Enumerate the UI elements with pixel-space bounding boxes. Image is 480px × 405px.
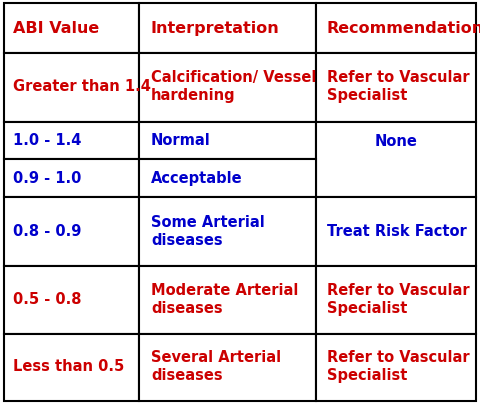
Bar	[139, 53, 315, 122]
Bar	[139, 4, 315, 53]
Bar	[4, 267, 139, 334]
Text: ABI Value: ABI Value	[13, 21, 100, 36]
Text: 0.5 - 0.8: 0.5 - 0.8	[13, 292, 82, 307]
Bar	[4, 334, 139, 401]
Bar	[315, 267, 476, 334]
Text: 0.8 - 0.9: 0.8 - 0.9	[13, 223, 82, 238]
Text: Less than 0.5: Less than 0.5	[13, 358, 125, 373]
Text: 0.9 - 1.0: 0.9 - 1.0	[13, 171, 82, 185]
Text: None: None	[374, 134, 417, 149]
Text: Greater than 1.4: Greater than 1.4	[13, 79, 151, 94]
Text: Acceptable: Acceptable	[151, 171, 242, 185]
Bar	[4, 160, 139, 198]
Bar	[315, 53, 476, 122]
Bar	[4, 4, 139, 53]
Text: Refer to Vascular
Specialist: Refer to Vascular Specialist	[327, 350, 469, 383]
Bar	[139, 198, 315, 267]
Text: Refer to Vascular
Specialist: Refer to Vascular Specialist	[327, 70, 469, 103]
Text: Refer to Vascular
Specialist: Refer to Vascular Specialist	[327, 282, 469, 315]
Bar	[139, 334, 315, 401]
Bar	[4, 53, 139, 122]
Text: Interpretation: Interpretation	[151, 21, 280, 36]
Bar	[139, 122, 315, 160]
Bar	[4, 198, 139, 267]
Bar	[315, 4, 476, 53]
Bar	[139, 160, 315, 198]
Text: Several Arterial
diseases: Several Arterial diseases	[151, 350, 281, 383]
Text: Moderate Arterial
diseases: Moderate Arterial diseases	[151, 282, 298, 315]
Bar	[139, 267, 315, 334]
Text: Treat Risk Factor: Treat Risk Factor	[327, 223, 467, 238]
Bar	[315, 122, 476, 198]
Bar	[315, 334, 476, 401]
Text: Some Arterial
diseases: Some Arterial diseases	[151, 214, 264, 247]
Bar	[315, 198, 476, 267]
Text: Recommendation: Recommendation	[327, 21, 480, 36]
Text: Normal: Normal	[151, 133, 211, 148]
Text: Calcification/ Vessel
hardening: Calcification/ Vessel hardening	[151, 70, 316, 103]
Bar	[4, 122, 139, 160]
Text: 1.0 - 1.4: 1.0 - 1.4	[13, 133, 82, 148]
